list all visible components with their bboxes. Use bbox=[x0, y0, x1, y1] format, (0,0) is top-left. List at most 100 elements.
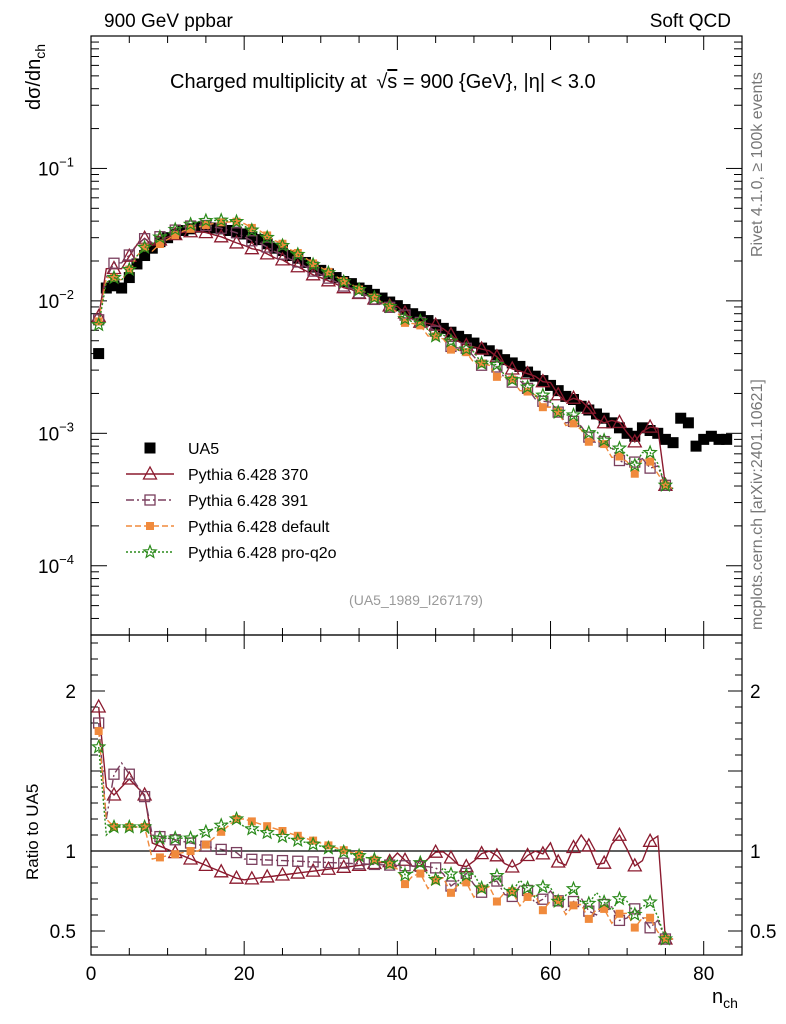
mc-point-ratio bbox=[401, 880, 410, 889]
ua5-data-point bbox=[629, 430, 641, 442]
mc-point-ratio bbox=[274, 828, 291, 844]
mc-point-top bbox=[642, 444, 658, 460]
ua5-data-point bbox=[537, 375, 549, 387]
mc-point-top bbox=[121, 261, 138, 277]
mc-point-ratio bbox=[644, 922, 656, 934]
mc-point-top bbox=[596, 432, 612, 447]
mc-point-top bbox=[492, 372, 501, 381]
ua5-data-point bbox=[246, 232, 258, 244]
ua5-data-point bbox=[476, 342, 488, 354]
mc-point-top bbox=[278, 239, 287, 248]
mc-point-ratio bbox=[182, 830, 199, 845]
mc-point-top bbox=[581, 399, 597, 414]
mc-point-ratio bbox=[138, 790, 151, 803]
mc-point-top bbox=[106, 260, 122, 275]
ua5-data-point bbox=[636, 422, 648, 434]
x-axis-label-main: n bbox=[712, 986, 723, 1008]
mc-point-ratio bbox=[535, 878, 551, 894]
mc-point-ratio bbox=[443, 849, 459, 864]
ua5-data-point bbox=[100, 282, 112, 294]
mc-point-ratio bbox=[276, 854, 289, 867]
ua5-data-point bbox=[253, 234, 265, 246]
mc-point-top bbox=[584, 437, 593, 446]
mc-point-ratio bbox=[611, 890, 628, 906]
mc-point-top bbox=[646, 457, 655, 466]
mc-point-ratio bbox=[504, 883, 520, 899]
mc-point-top bbox=[519, 365, 536, 380]
mc-point-ratio bbox=[259, 868, 275, 883]
mc-point-top bbox=[569, 419, 578, 428]
mc-point-top bbox=[550, 404, 566, 420]
mc-point-top bbox=[600, 440, 609, 449]
mc-point-ratio bbox=[627, 906, 643, 922]
ua5-data-point bbox=[690, 440, 702, 452]
mc-point-top bbox=[91, 316, 107, 332]
mc-curve-ratio bbox=[98, 746, 674, 940]
mc-point-top bbox=[94, 317, 103, 326]
mc-point-ratio bbox=[123, 768, 135, 780]
mc-point-ratio bbox=[600, 904, 609, 913]
mc-point-top bbox=[366, 289, 383, 305]
x-tick-label: 60 bbox=[540, 964, 561, 985]
ua5-data-point bbox=[376, 292, 388, 304]
ratio-tick-label-left: 0.5 bbox=[50, 922, 76, 943]
mc-point-ratio bbox=[152, 837, 168, 852]
mc-point-top bbox=[259, 245, 275, 260]
mc-point-ratio bbox=[125, 823, 134, 831]
mc-point-top bbox=[217, 218, 226, 227]
plot-title-rest: = 900 {GeV}, |η| < 3.0 bbox=[397, 71, 595, 93]
legend-label: Pythia 6.428 default bbox=[188, 519, 330, 536]
ua5-data-point bbox=[514, 360, 526, 372]
legend-label: Pythia 6.428 370 bbox=[188, 467, 308, 484]
ua5-data-point bbox=[299, 256, 311, 268]
ua5-data-point bbox=[146, 242, 158, 254]
mc-curve-top bbox=[98, 219, 674, 490]
mc-point-ratio bbox=[198, 823, 214, 839]
ua5-data-point bbox=[575, 400, 587, 412]
mc-point-top bbox=[535, 387, 551, 402]
mc-point-top bbox=[263, 231, 272, 240]
mc-point-top bbox=[384, 301, 396, 313]
mc-point-top bbox=[412, 312, 429, 328]
mc-point-ratio bbox=[523, 892, 532, 901]
mc-point-top bbox=[565, 406, 582, 422]
mc-point-ratio bbox=[213, 863, 229, 878]
y-tick-label-top: 10−3 bbox=[38, 419, 74, 445]
mc-point-top bbox=[630, 469, 639, 478]
ua5-data-point bbox=[552, 385, 564, 397]
ua5-data-point bbox=[682, 417, 694, 429]
mc-point-ratio bbox=[657, 930, 674, 946]
mc-point-ratio bbox=[290, 864, 306, 879]
mc-point-top bbox=[171, 231, 180, 240]
mc-point-ratio bbox=[443, 865, 459, 881]
y-axis-label-main: dσ/dn bbox=[23, 59, 45, 110]
mc-point-ratio bbox=[336, 843, 352, 859]
mc-point-ratio bbox=[462, 878, 471, 887]
mc-curve-top bbox=[98, 224, 674, 490]
mc-point-top bbox=[182, 216, 199, 232]
mc-point-top bbox=[427, 327, 444, 343]
mc-point-ratio bbox=[290, 832, 306, 848]
mc-point-ratio bbox=[228, 869, 245, 884]
mc-point-ratio bbox=[384, 859, 396, 871]
mc-point-ratio bbox=[596, 854, 612, 869]
x-tick-label: 80 bbox=[693, 964, 714, 985]
mc-point-top bbox=[596, 414, 612, 429]
ua5-data-point bbox=[116, 282, 128, 294]
ua5-data-point bbox=[644, 425, 656, 437]
mc-point-top bbox=[228, 213, 245, 229]
mc-point-ratio bbox=[91, 738, 107, 754]
x-tick-label: 0 bbox=[86, 964, 97, 985]
mc-point-ratio bbox=[259, 824, 275, 840]
legend-label: Pythia 6.428 pro-q2o bbox=[188, 545, 337, 562]
mc-point-ratio bbox=[228, 810, 245, 826]
mc-point-ratio bbox=[106, 818, 122, 834]
mc-point-ratio bbox=[627, 857, 643, 872]
ua5-data-point bbox=[108, 280, 120, 292]
mc-point-ratio bbox=[399, 860, 411, 872]
mc-point-ratio bbox=[121, 818, 138, 834]
ua5-data-point bbox=[568, 394, 580, 406]
mc-point-top bbox=[351, 281, 367, 297]
mc-point-ratio bbox=[324, 841, 333, 850]
mc-point-ratio bbox=[569, 901, 578, 910]
